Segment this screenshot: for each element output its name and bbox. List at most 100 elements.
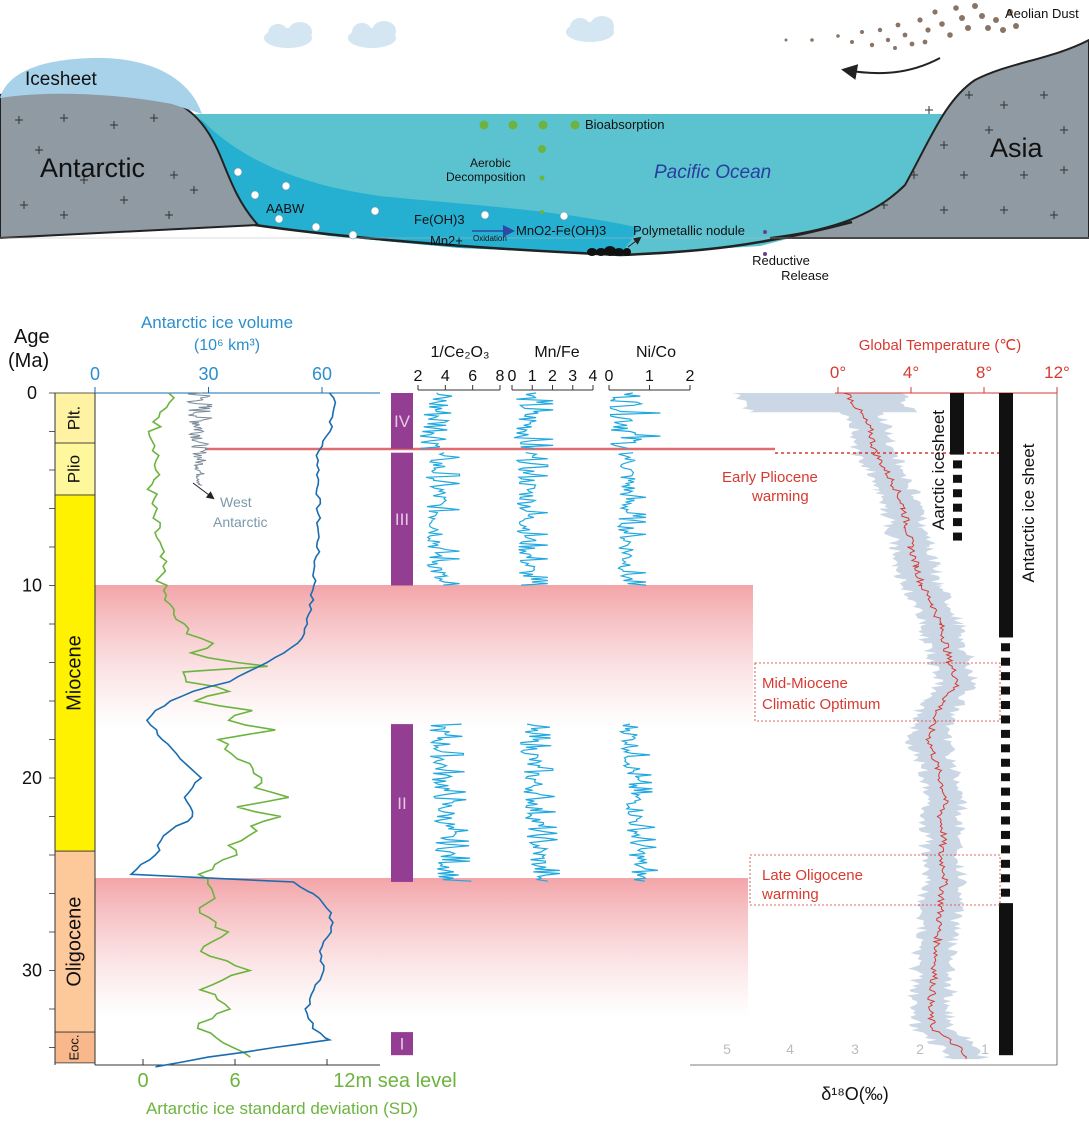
sd-ticks: 0 6 12m sea level (137, 1059, 457, 1092)
proxy-curve (419, 392, 453, 449)
nodule-label: Polymetallic nodule (633, 223, 745, 238)
reductive-label: Reductive (752, 253, 810, 268)
decomposition-label: Decomposition (446, 170, 525, 184)
dust-arrow (841, 57, 941, 80)
ce-label: 1/Ce₂O₃ (431, 344, 490, 361)
temperature-tick-label: 4° (903, 363, 919, 382)
proxy-curve (618, 723, 658, 882)
antarctic-ice-dash (1001, 715, 1010, 724)
icesheet (0, 57, 202, 114)
epoch-label: Miocene (63, 635, 85, 711)
age-label: Age (14, 326, 50, 348)
proxy-tick-label: 8 (496, 368, 505, 385)
proxy-tick-label: 4 (589, 368, 598, 385)
epoch-label: Oligocene (63, 897, 85, 987)
d18o-tick-label: 4 (786, 1041, 794, 1057)
arctic-ice-dash (953, 532, 962, 541)
epoch-3 (54, 850, 96, 1033)
mn-label: Mn2+ (430, 233, 463, 248)
temperature-uncertainty-band (732, 393, 990, 1060)
proxy-tick-label: 2 (548, 368, 557, 385)
unit-bar (391, 1032, 413, 1056)
d18o-tick-label: 2 (916, 1041, 924, 1057)
proxy-tick-label: 1 (528, 368, 537, 385)
aabw-current (200, 118, 640, 255)
age-ticks: 0 10 20 30 (22, 383, 55, 1048)
ice-volume-tick-label: 60 (312, 364, 332, 384)
arctic-ice-dash (953, 474, 962, 483)
unit-label: I (400, 1035, 405, 1054)
d18o-ticks: 5 4 3 2 1 (723, 1041, 989, 1057)
proxy-tick-label: 3 (568, 368, 577, 385)
proxy-curve (513, 392, 554, 449)
arctic-ice-dash (953, 460, 962, 469)
west-antarctic-arrow (192, 482, 215, 500)
proxy-tick-label: 1 (645, 368, 654, 385)
proxy-curve (429, 723, 472, 882)
antarctic-ice-dash (1001, 816, 1010, 825)
temperature-tick-label: 0° (830, 363, 846, 382)
antarctic-ice-dash (1001, 729, 1010, 738)
unit-label: IV (394, 412, 411, 431)
aerobic-label: Aerobic (470, 156, 511, 170)
epoch-label: Plt. (64, 406, 83, 431)
arctic-ice-dash (953, 518, 962, 527)
age-tick-label: 10 (22, 576, 42, 596)
mno2-label: MnO2-Fe(OH)3 (516, 223, 606, 238)
age-unit-label: (Ma) (8, 350, 49, 372)
d18o-tick-label: 1 (981, 1041, 989, 1057)
bioabsorption-label: Bioabsorption (585, 117, 665, 132)
unit-bar (391, 393, 413, 449)
pacific-ocean-label: Pacific Ocean (654, 162, 771, 183)
mmco-label-2: Climatic Optimum (762, 696, 880, 713)
antarctic-ice-dash (1001, 686, 1010, 695)
land-crosses (15, 91, 1068, 219)
west-antarctic-label: West (220, 494, 252, 510)
d18o-tick-label: 5 (723, 1041, 731, 1057)
antarctic-ice-dash (1001, 701, 1010, 709)
sd-tick-label: 0 (137, 1070, 148, 1092)
temperature-tick-label: 8° (976, 363, 992, 382)
age-tick-label: 0 (27, 383, 37, 403)
antarctic-ice-dash (1001, 888, 1010, 897)
antarctic-ice-dash (1001, 773, 1010, 782)
ice-volume-ticks: 0 30 60 (90, 364, 332, 393)
epoch-2 (54, 494, 96, 852)
epoch-label: Plio (64, 455, 83, 483)
epoch-0 (54, 392, 96, 444)
mnfe-label: Mn/Fe (534, 344, 579, 361)
antarctic-ice-dash (1001, 758, 1010, 767)
age-tick-label: 20 (22, 768, 42, 788)
proxy-curve (616, 452, 647, 586)
oxidation-label: Oxidation (473, 234, 507, 243)
mmco-label: Mid-Miocene (762, 675, 848, 692)
d18o-label: δ¹⁸O(‰) (821, 1084, 889, 1104)
arctic-ice-dash (953, 489, 962, 498)
nodule-arrow (627, 236, 642, 248)
antarctic-ice-dash (1001, 802, 1010, 811)
sd-curve (146, 392, 290, 1058)
antarctic-ice-bar (999, 393, 1013, 638)
unit-label: III (395, 510, 409, 529)
oligocene-event-label: Late Oligocene (762, 867, 863, 884)
west-antarctic-label-2: Antarctic (213, 514, 267, 530)
bioabsorption-dots (479, 120, 580, 214)
ice-sheet-bars (950, 393, 1013, 1056)
icesheet-label: Icesheet (25, 69, 98, 90)
proxy-tick-label: 6 (468, 368, 477, 385)
asia-label: Asia (990, 133, 1044, 163)
unit-label: II (397, 794, 406, 813)
ocean-schematic: Icesheet Antarctic Asia Pacific Ocean AA… (0, 3, 1089, 283)
d18o-tick-label: 3 (851, 1041, 859, 1057)
ice-volume-tick-label: 0 (90, 364, 100, 384)
epoch-column: Plt. Plio Miocene Oligocene Eoc. (54, 392, 96, 1064)
clouds (264, 16, 614, 48)
oligocene-box (749, 854, 1001, 906)
unit-bar (391, 452, 413, 586)
west-antarctic-curve (186, 392, 213, 486)
epoch-label: Eoc. (66, 1034, 81, 1060)
arctic-ice-bar (950, 393, 964, 455)
proxy-curve (425, 452, 461, 586)
